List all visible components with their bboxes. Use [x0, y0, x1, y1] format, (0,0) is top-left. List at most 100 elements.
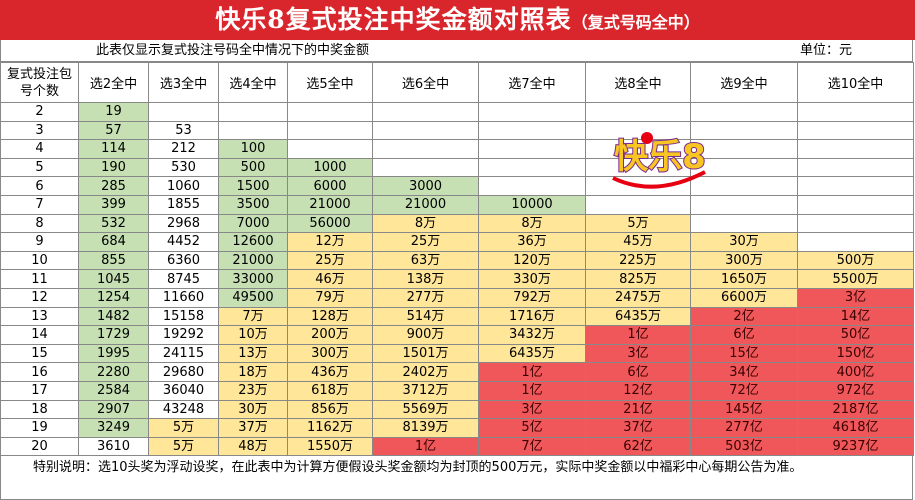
prize-cell: 330万 [478, 269, 586, 289]
prize-cell [478, 157, 586, 178]
table-row: 14 1729 19292 10万 200万 900万 3432万 1亿 6亿 50亿 [0, 325, 914, 345]
row-label: 12 [0, 287, 79, 308]
prize-cell: 1045 [78, 269, 149, 289]
prize-cell [797, 102, 914, 122]
prize-cell [797, 120, 914, 141]
prize-cell: 6360 [148, 250, 219, 271]
prize-cell [287, 139, 373, 159]
prize-cell: 8万 [478, 213, 586, 234]
prize-cell: 79万 [287, 287, 373, 308]
prize-cell: 6435万 [478, 343, 586, 364]
prize-cell: 21000 [218, 250, 288, 271]
prize-cell: 25万 [372, 232, 479, 252]
table-row: 12 1254 11660 49500 79万 277万 792万 2475万 6600万 3亿 [0, 287, 914, 308]
prize-cell: 532 [78, 213, 149, 234]
prize-cell [287, 102, 373, 122]
prize-cell: 120万 [478, 250, 586, 271]
row-label: 14 [0, 325, 79, 345]
prize-cell [218, 120, 288, 141]
prize-cell: 43248 [148, 399, 219, 420]
column-header: 复式投注包号个数 [0, 62, 79, 103]
prize-cell [690, 157, 798, 178]
prize-cell: 3亿 [478, 399, 586, 420]
table-row: 19 3249 5万 37万 1162万 8139万 5亿 37亿 277亿 4618亿 [0, 418, 914, 438]
prize-cell: 5569万 [372, 399, 479, 420]
prize-cell: 2402万 [372, 362, 479, 382]
prize-cell: 49500 [218, 287, 288, 308]
prize-cell: 4452 [148, 232, 219, 252]
table-body: 2 19 3 57 53 4 114 212 100 5 190 530 500 1000 6 285 1060… [0, 102, 914, 457]
prize-cell: 5万 [585, 213, 691, 234]
prize-cell [585, 120, 691, 141]
prize-cell: 6435万 [585, 306, 691, 327]
prize-cell: 25万 [287, 250, 373, 271]
prize-cell [148, 102, 219, 122]
row-label: 5 [0, 157, 79, 178]
prize-cell: 2187亿 [797, 399, 914, 420]
column-header: 选6全中 [372, 62, 479, 103]
footer-note: 特别说明：选10头奖为浮动设奖，在此表中为计算方便假设头奖金额均为封顶的500万… [0, 455, 913, 500]
prize-cell: 1000 [287, 157, 373, 178]
table-row: 16 2280 29680 18万 436万 2402万 1亿 6亿 34亿 400亿 [0, 362, 914, 382]
prize-cell: 37亿 [585, 418, 691, 438]
prize-cell: 12亿 [585, 380, 691, 401]
logo-swoosh [612, 170, 706, 189]
table-row: 20 3610 5万 48万 1550万 1亿 7亿 62亿 503亿 9237亿 [0, 436, 914, 457]
prize-cell: 33000 [218, 269, 288, 289]
title-note: （复式号码全中） [571, 13, 700, 32]
prize-cell: 7亿 [478, 436, 586, 457]
column-header: 选2全中 [78, 62, 149, 103]
row-label: 16 [0, 362, 79, 382]
prize-cell: 1162万 [287, 418, 373, 438]
column-header: 选5全中 [287, 62, 373, 103]
prize-cell: 212 [148, 139, 219, 159]
prize-cell: 56000 [287, 213, 373, 234]
prize-cell: 63万 [372, 250, 479, 271]
table-row: 4 114 212 100 [0, 139, 914, 159]
prize-cell: 29680 [148, 362, 219, 382]
prize-cell: 225万 [585, 250, 691, 271]
prize-cell: 3000 [372, 176, 479, 196]
prize-cell: 3500 [218, 194, 288, 215]
prize-cell: 3712万 [372, 380, 479, 401]
prize-cell: 503亿 [690, 436, 798, 457]
table-row: 7 399 1855 3500 21000 21000 10000 [0, 194, 914, 215]
table-row: 8 532 2968 7000 56000 8万 8万 5万 [0, 213, 914, 234]
prize-cell [585, 102, 691, 122]
prize-cell: 1060 [148, 176, 219, 196]
prize-cell: 6亿 [690, 325, 798, 345]
prize-cell: 285 [78, 176, 149, 196]
prize-cell: 19 [78, 102, 149, 122]
prize-cell: 4618亿 [797, 418, 914, 438]
prize-cell: 1501万 [372, 343, 479, 364]
column-header: 选9全中 [690, 62, 798, 103]
table-row: 2 19 [0, 102, 914, 122]
table-row: 18 2907 43248 30万 856万 5569万 3亿 21亿 145亿 2187亿 [0, 399, 914, 420]
row-label: 17 [0, 380, 79, 401]
prize-cell: 50亿 [797, 325, 914, 345]
prize-cell: 3亿 [585, 343, 691, 364]
prize-cell [372, 120, 479, 141]
prize-cell [797, 139, 914, 159]
table-row: 11 1045 8745 33000 46万 138万 330万 825万 1650万 5500万 [0, 269, 914, 289]
row-label: 7 [0, 194, 79, 215]
row-label: 15 [0, 343, 79, 364]
prize-cell: 855 [78, 250, 149, 271]
prize-cell: 3亿 [797, 287, 914, 308]
prize-cell: 1729 [78, 325, 149, 345]
unit: 单位：元 [799, 43, 852, 58]
prize-cell: 500 [218, 157, 288, 178]
prize-cell: 36040 [148, 380, 219, 401]
prize-cell: 62亿 [585, 436, 691, 457]
prize-cell [218, 102, 288, 122]
prize-cell [372, 139, 479, 159]
prize-cell [690, 176, 798, 196]
prize-cell: 200万 [287, 325, 373, 345]
prize-cell: 3432万 [478, 325, 586, 345]
prize-cell: 8139万 [372, 418, 479, 438]
prize-cell [585, 194, 691, 215]
prize-cell: 2907 [78, 399, 149, 420]
prize-cell [690, 213, 798, 234]
prize-cell: 46万 [287, 269, 373, 289]
row-label: 10 [0, 250, 79, 271]
